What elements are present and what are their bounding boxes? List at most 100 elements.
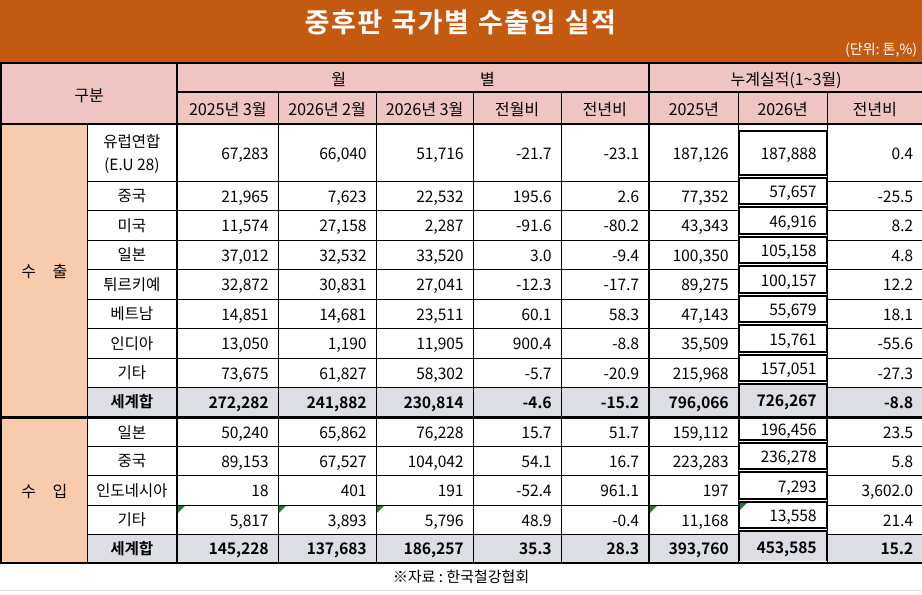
- value-cell: 7,293: [737, 471, 828, 505]
- row-label: 중국: [86, 180, 178, 211]
- section-label: 수 입: [0, 415, 88, 564]
- data-row: 일본 37,012 32,532 33,520 3.0 -9.4 100,350 105,15…: [1, 236, 922, 270]
- error-indicator-icon: [278, 505, 286, 513]
- value-cell: 46,916: [737, 206, 828, 240]
- value-cell: 5,817: [176, 504, 279, 535]
- error-indicator-icon: [739, 503, 747, 510]
- overlay-cell-box: 453,585: [737, 530, 828, 561]
- value-cell: -21.7: [472, 123, 562, 182]
- data-row: 수 출 유럽연합 (E.U 28) 67,283 66,040 51,716 -21.7-…: [0, 123, 922, 418]
- value-text: 157,051: [760, 357, 817, 379]
- col-header: 전년비: [826, 91, 922, 125]
- value-cell: 89,275: [648, 268, 739, 300]
- overlay-cell-box: 236,278: [737, 442, 828, 470]
- value-cell: 197: [648, 474, 739, 506]
- value-text: 13,558: [769, 504, 817, 526]
- monthly-header-wrap: 월 별: [178, 66, 648, 90]
- value-cell: 2,287: [375, 209, 474, 241]
- row-label: 튀르키예: [86, 268, 178, 300]
- table-header: 구분 월 별 누계실적(1~3월) 2025년 3월 2026년 2월 2026…: [0, 62, 922, 125]
- data-row: 수 입 일본 50,240 65,862 76,228 15.7 51.7 159,112 19…: [0, 415, 922, 564]
- total-row: 세계합 272,282 241,882 230,814 -4.6 -15.2 796,066…: [1, 383, 922, 418]
- data-row: 인도네시아 18 401 191 -52.4 961.1 197 7,293 3,602.0: [1, 471, 922, 506]
- col-header: 2025년: [648, 91, 739, 125]
- col-header: 2025년 3월: [176, 91, 279, 125]
- value-cell: 32,532: [277, 239, 377, 270]
- value-cell: 0.4: [826, 123, 922, 182]
- value-cell: 48.9: [472, 504, 562, 535]
- value-cell: 7,623: [277, 180, 377, 211]
- value-cell: 145,228: [176, 533, 279, 564]
- value-cell: 272,282: [176, 386, 279, 418]
- value-cell: -9.4: [560, 239, 650, 270]
- header-cumulative: 누계실적(1~3월): [648, 62, 922, 93]
- data-row: 기타 5,817 3,893 5,796 48.9 -0.4 11,168 13,558 21.…: [1, 501, 922, 535]
- value-cell: 195.6: [472, 180, 562, 211]
- page-title: 중후판 국가별 수출입 실적: [304, 1, 618, 40]
- value-cell: 3.0: [472, 239, 562, 270]
- value-cell: -8.8: [560, 327, 650, 359]
- overlay-cell-box: 57,657: [737, 177, 828, 205]
- value-cell: 14,851: [176, 298, 279, 329]
- section-label: 수 출: [0, 123, 88, 418]
- value-cell: -91.6: [472, 209, 562, 241]
- value-cell: 11,574: [176, 209, 279, 241]
- value-cell: 4.8: [826, 239, 922, 270]
- value-text: 105,158: [760, 239, 817, 261]
- value-cell: 60.1: [472, 298, 562, 329]
- col-header: 전월비: [472, 91, 562, 125]
- value-text: 46,916: [769, 209, 817, 232]
- value-cell: 393,760: [648, 533, 739, 564]
- value-cell: 13,558: [737, 501, 828, 534]
- value-cell: 89,153: [176, 445, 279, 476]
- value-cell: 159,112: [648, 415, 739, 447]
- value-cell: -25.5: [826, 180, 922, 211]
- data-row: 기타 73,675 61,827 58,302 -5.7 -20.9 215,968 157,…: [1, 354, 922, 388]
- value-cell: 12.2: [826, 268, 922, 300]
- row-label: 기타: [86, 357, 178, 388]
- value-cell: 21,965: [176, 180, 279, 211]
- sheet-gridline: [0, 590, 922, 591]
- value-cell: -20.9: [560, 357, 650, 388]
- column-header-row: 2025년 3월 2026년 2월 2026년 3월 전월비 전년비 2025년…: [1, 91, 922, 125]
- value-text: 15,761: [769, 327, 817, 350]
- value-cell: 191: [375, 474, 474, 506]
- row-label: 세계합: [86, 533, 178, 564]
- value-cell: 51,716: [375, 123, 474, 182]
- value-cell: 18: [176, 474, 279, 506]
- value-text: 7,293: [777, 474, 817, 497]
- value-cell: 105,158: [737, 236, 828, 269]
- value-cell: 157,051: [737, 354, 828, 387]
- value-cell: 21.4: [826, 504, 922, 535]
- overlay-cell-box: 187,888: [737, 130, 828, 176]
- value-cell: 27,041: [375, 268, 474, 300]
- value-cell: 35.3: [472, 533, 562, 564]
- value-cell: 23.5: [826, 415, 922, 447]
- value-cell: 15.2: [826, 533, 922, 564]
- header-monthly-part1: 월: [331, 65, 347, 90]
- value-cell: 453,585: [737, 530, 828, 563]
- value-cell: 137,683: [277, 533, 377, 564]
- row-label: 일본: [86, 239, 178, 270]
- value-cell: 100,157: [737, 265, 828, 299]
- col-header: 전년비: [560, 91, 650, 125]
- row-label: 유럽연합 (E.U 28): [86, 123, 178, 182]
- overlay-cell-box: 157,051: [737, 354, 828, 382]
- value-cell: 726,267: [737, 383, 828, 417]
- value-cell: 58.3: [560, 298, 650, 329]
- error-indicator-icon: [650, 505, 658, 513]
- value-cell: 15,761: [737, 324, 828, 358]
- value-cell: 401: [277, 474, 377, 506]
- value-cell: 77,352: [648, 180, 739, 211]
- value-cell: -17.7: [560, 268, 650, 300]
- unit-label: (단위: 톤,%): [845, 39, 917, 59]
- error-indicator-icon: [376, 505, 384, 513]
- header-monthly: 월 별: [176, 62, 650, 93]
- value-cell: 67,283: [176, 123, 279, 182]
- value-cell: -12.3: [472, 268, 562, 300]
- source-footnote: ※자료 : 한국철강협회: [392, 565, 530, 587]
- value-cell: 5,796: [375, 504, 474, 535]
- value-cell: -15.2: [560, 386, 650, 418]
- value-text: 100,157: [760, 268, 817, 291]
- value-cell: 14,681: [277, 298, 377, 329]
